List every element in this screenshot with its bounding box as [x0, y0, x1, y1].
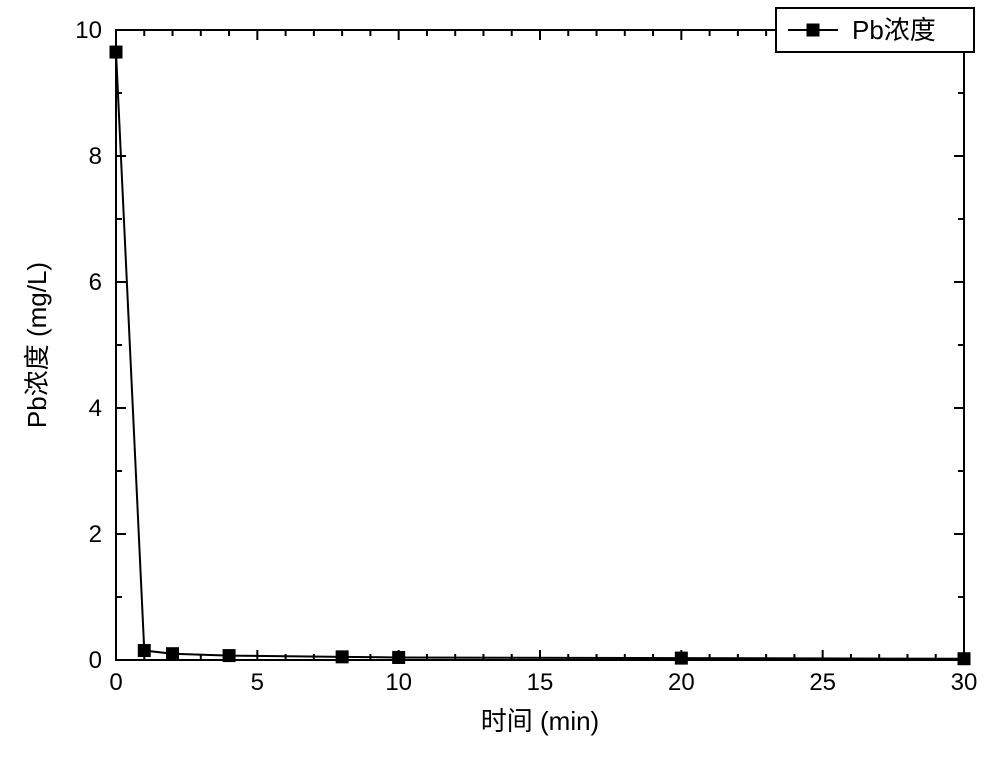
chart-container: 0 5 10 15 20 25 30 0 2 4 6 8 10 时间 (min) Pb浓度 (mg/L) Pb…	[0, 0, 1000, 766]
x-tick-label: 10	[385, 669, 412, 696]
legend-label: Pb浓度	[852, 15, 936, 45]
x-tick-label: 25	[809, 669, 836, 696]
data-point	[167, 648, 179, 660]
y-tick-label: 10	[75, 17, 102, 44]
chart-svg: 0 5 10 15 20 25 30 0 2 4 6 8 10 时间 (min) Pb浓度 (mg/L) Pb…	[0, 0, 1000, 766]
data-point	[110, 46, 122, 58]
data-point	[393, 651, 405, 663]
data-point	[958, 653, 970, 665]
data-point	[336, 651, 348, 663]
legend-marker	[807, 24, 819, 36]
x-tick-label: 30	[951, 669, 978, 696]
x-tick-label: 0	[109, 669, 122, 696]
x-tick-label: 15	[527, 669, 554, 696]
y-axis-label: Pb浓度 (mg/L)	[22, 262, 52, 428]
x-tick-label: 20	[668, 669, 695, 696]
y-tick-label: 4	[89, 395, 102, 422]
x-axis-label: 时间 (min)	[481, 706, 599, 736]
data-point	[675, 652, 687, 664]
data-point	[138, 645, 150, 657]
y-tick-label: 6	[89, 269, 102, 296]
x-tick-label: 5	[251, 669, 264, 696]
y-tick-label: 2	[89, 521, 102, 548]
y-tick-label: 0	[89, 647, 102, 674]
y-tick-label: 8	[89, 143, 102, 170]
data-point	[223, 650, 235, 662]
